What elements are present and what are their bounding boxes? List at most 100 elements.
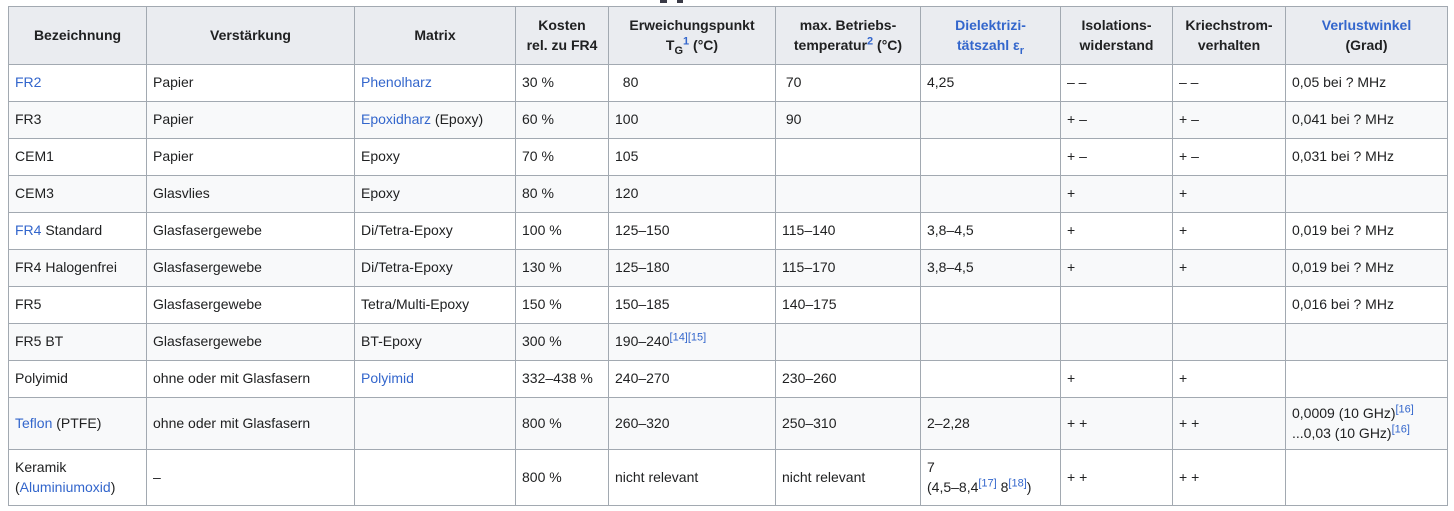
wiki-link[interactable]: Aluminiumoxid xyxy=(19,478,111,495)
wiki-link[interactable]: Polyimid xyxy=(361,370,414,387)
cell-isolationswiderstand: + + xyxy=(1060,449,1173,506)
wiki-link[interactable]: FR2 xyxy=(15,74,42,91)
cell-text: + – xyxy=(1179,111,1199,128)
cell-text: nicht relevant xyxy=(782,468,866,485)
table-header: Bezeichnung Verstärkung Matrix Kosten rel. z… xyxy=(8,6,1448,65)
table-row-cem3: CEM3 Glasvlies Epoxy 80 % 120 + + xyxy=(8,175,1448,213)
cell-text: Papier xyxy=(153,148,194,165)
cell-text: – – xyxy=(1179,74,1199,91)
cell-text: 0,05 bei ? MHz xyxy=(1292,74,1387,91)
cell-text: 120 xyxy=(615,185,639,202)
cell-matrix: Phenolharz xyxy=(354,64,516,102)
reference-link[interactable]: 2 xyxy=(867,34,874,47)
cell-kriechstromverhalten: + xyxy=(1172,249,1286,287)
column-header-verstaerkung: Verstärkung xyxy=(146,6,355,65)
cell-verstaerkung: ohne oder mit Glasfasern xyxy=(146,360,355,398)
table-row-keramik: Keramik (Aluminiumoxid) – 800 % nicht releva… xyxy=(8,449,1448,506)
reference-link[interactable]: [16] xyxy=(1391,422,1410,435)
column-header-bezeichnung: Bezeichnung xyxy=(8,6,147,65)
cell-text: ohne oder mit Glasfasern xyxy=(153,370,311,387)
cell-text: 260–320 xyxy=(615,414,670,431)
wiki-link[interactable]: Phenolharz xyxy=(361,74,432,91)
cell-text: FR3 xyxy=(15,111,42,128)
cell-verlustwinkel: 0,016 bei ? MHz xyxy=(1285,286,1448,324)
cell-verstaerkung: – xyxy=(146,449,355,506)
cell-text: 80 % xyxy=(522,185,554,202)
table-row-fr3: FR3 Papier Epoxidharz (Epoxy) 60 % 100 90 + –… xyxy=(8,101,1448,139)
cell-erweichungspunkt: 125–150 xyxy=(608,212,776,250)
subscript-text: G xyxy=(674,44,684,57)
reference-link[interactable]: 1 xyxy=(683,34,690,47)
wiki-link[interactable]: tätszahl ε xyxy=(957,36,1020,53)
cell-erweichungspunkt: 80 xyxy=(608,64,776,102)
wiki-link[interactable]: Teflon xyxy=(15,414,53,431)
cell-text: + xyxy=(1179,259,1188,276)
cell-betriebstemperatur: 115–170 xyxy=(775,249,921,287)
cell-text: + xyxy=(1067,370,1076,387)
column-header-erweichungspunkt: Erweichungspunkt TG1 (°C) xyxy=(608,6,776,65)
cell-erweichungspunkt: 100 xyxy=(608,101,776,139)
wiki-link[interactable]: Verlustwinkel xyxy=(1321,16,1412,33)
wiki-link[interactable]: Dielektrizi- xyxy=(955,16,1026,33)
cell-betriebstemperatur xyxy=(775,175,921,213)
reference-sup: 2 xyxy=(867,35,873,47)
wiki-link[interactable]: Epoxidharz xyxy=(361,111,432,128)
cell-betriebstemperatur: 70 xyxy=(775,64,921,102)
cell-kriechstromverhalten: + + xyxy=(1172,397,1286,450)
cell-verstaerkung: ohne oder mit Glasfasern xyxy=(146,397,355,450)
cell-text: BT-Epoxy xyxy=(361,333,422,350)
cell-isolationswiderstand: + xyxy=(1060,212,1173,250)
cell-text: 300 % xyxy=(522,333,562,350)
cell-text: ) xyxy=(1026,478,1032,495)
cell-isolationswiderstand: + xyxy=(1060,360,1173,398)
cell-kosten: 30 % xyxy=(515,64,609,102)
cell-kriechstromverhalten: + xyxy=(1172,360,1286,398)
cell-isolationswiderstand: + xyxy=(1060,249,1173,287)
cell-text: + xyxy=(1179,370,1188,387)
cell-text: 125–150 xyxy=(615,222,670,239)
cell-text: verhalten xyxy=(1197,36,1261,53)
cell-text: 150 % xyxy=(522,296,562,313)
reference-link[interactable]: [15] xyxy=(687,331,707,344)
table-row-cem1: CEM1 Papier Epoxy 70 % 105 + – + – 0,031 bei ? … xyxy=(8,138,1448,176)
cell-dielektrizitaet: 3,8–4,5 xyxy=(920,249,1061,287)
cell-isolationswiderstand: + + xyxy=(1060,397,1173,450)
cell-kriechstromverhalten: + xyxy=(1172,212,1286,250)
cell-verlustwinkel: 0,019 bei ? MHz xyxy=(1285,249,1448,287)
cell-text: CEM3 xyxy=(15,185,54,202)
cell-text: 0,031 bei ? MHz xyxy=(1292,148,1394,165)
column-header-matrix: Matrix xyxy=(354,6,516,65)
cell-kriechstromverhalten: + + xyxy=(1172,449,1286,506)
cell-bezeichnung: FR4 Standard xyxy=(8,212,147,250)
column-header-isolationswiderstand: Isolations-widerstand xyxy=(1060,6,1173,65)
cell-bezeichnung: FR5 BT xyxy=(8,323,147,361)
wiki-link[interactable]: FR4 xyxy=(15,222,42,239)
cell-text: Glasfasergewebe xyxy=(153,259,262,276)
wiki-link[interactable]: r xyxy=(1019,44,1024,57)
cell-verstaerkung: Papier xyxy=(146,101,355,139)
cell-verlustwinkel: 0,041 bei ? MHz xyxy=(1285,101,1448,139)
cell-kosten: 300 % xyxy=(515,323,609,361)
reference-link[interactable]: [18] xyxy=(1008,476,1027,489)
cell-kosten: 100 % xyxy=(515,212,609,250)
cell-text: 0,019 bei ? MHz xyxy=(1292,222,1394,239)
cell-text: + – xyxy=(1067,148,1087,165)
header-row: Bezeichnung Verstärkung Matrix Kosten rel. z… xyxy=(8,6,1448,65)
reference-link[interactable]: [14] xyxy=(669,331,688,344)
cell-dielektrizitaet xyxy=(920,323,1061,361)
cell-text: 4,25 xyxy=(927,74,955,91)
cell-isolationswiderstand: + xyxy=(1060,175,1173,213)
cell-text: ( xyxy=(15,478,20,495)
cell-text: + + xyxy=(1179,468,1200,485)
cell-isolationswiderstand: + – xyxy=(1060,138,1173,176)
reference-sup: [14] xyxy=(670,331,688,343)
cell-verlustwinkel: 0,05 bei ? MHz xyxy=(1285,64,1448,102)
cell-text: Polyimid xyxy=(15,370,68,387)
cell-kosten: 70 % xyxy=(515,138,609,176)
reference-link[interactable]: [16] xyxy=(1395,402,1414,415)
reference-link[interactable]: [17] xyxy=(978,476,997,489)
cell-text: 2–2,28 xyxy=(927,414,970,431)
cell-text: 70 % xyxy=(522,148,554,165)
table-row-fr4-halogenfrei: FR4 Halogenfrei Glasfasergewebe Di/Tetra-E… xyxy=(8,249,1448,287)
cell-kriechstromverhalten: + xyxy=(1172,175,1286,213)
